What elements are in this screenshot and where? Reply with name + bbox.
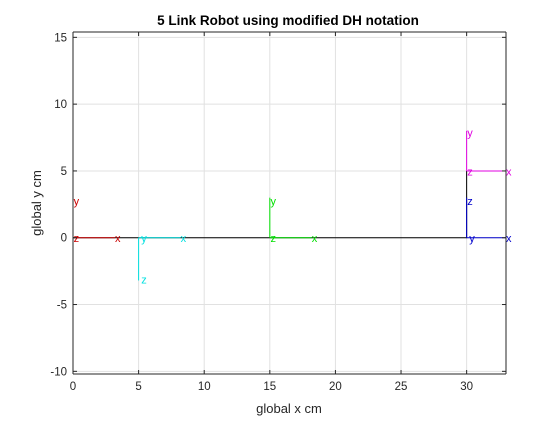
y-tick-label: -10	[50, 366, 67, 378]
x-tick-label: 5	[135, 381, 141, 393]
axes-background	[73, 32, 506, 374]
y-axis-label: global y cm	[29, 170, 44, 236]
frame-4-y-label: y	[467, 128, 473, 140]
frame-2-z-label: z	[270, 233, 276, 245]
frame-3-y-label: y	[469, 233, 475, 245]
frame-4-x-label: x	[506, 166, 512, 178]
x-tick-label: 10	[198, 381, 211, 393]
y-tick-label: -5	[57, 300, 67, 312]
frame-4: x y z	[466, 128, 512, 178]
x-axis-label: global x cm	[256, 401, 322, 416]
frame-1: x y z	[138, 233, 187, 287]
frame-1-y-label: y	[141, 233, 147, 245]
x-tick-label: 0	[70, 381, 76, 393]
y-tick-label: 0	[61, 233, 67, 245]
frame-2: x y z	[269, 196, 318, 245]
x-tick-label: 30	[460, 381, 473, 393]
tick-marks	[72, 32, 506, 374]
frame-0-x-label: x	[115, 233, 121, 245]
frame-2-y-label: y	[270, 196, 276, 208]
frame-3-x-label: x	[506, 233, 512, 245]
axes-box	[72, 31, 507, 375]
frame-0-z-label: z	[74, 233, 80, 245]
y-tick-label: 10	[54, 99, 67, 111]
x-tick-label: 25	[395, 381, 408, 393]
frame-1-x-label: x	[181, 233, 187, 245]
x-tick-label: 15	[263, 381, 276, 393]
frame-1-z-label: z	[141, 275, 147, 287]
coordinate-frames: x y z x y z x y z x y z x y z	[72, 128, 512, 287]
frame-3: x y z	[466, 196, 512, 245]
chart-title: 5 Link Robot using modified DH notation	[157, 13, 419, 28]
frame-4-z-label: z	[467, 166, 473, 178]
frame-0-y-label: y	[74, 196, 80, 208]
x-tick-label: 20	[329, 381, 342, 393]
frame-3-z-label: z	[467, 196, 473, 208]
y-tick-label: 5	[61, 166, 67, 178]
y-tick-label: 15	[54, 32, 67, 44]
frame-2-x-label: x	[312, 233, 318, 245]
